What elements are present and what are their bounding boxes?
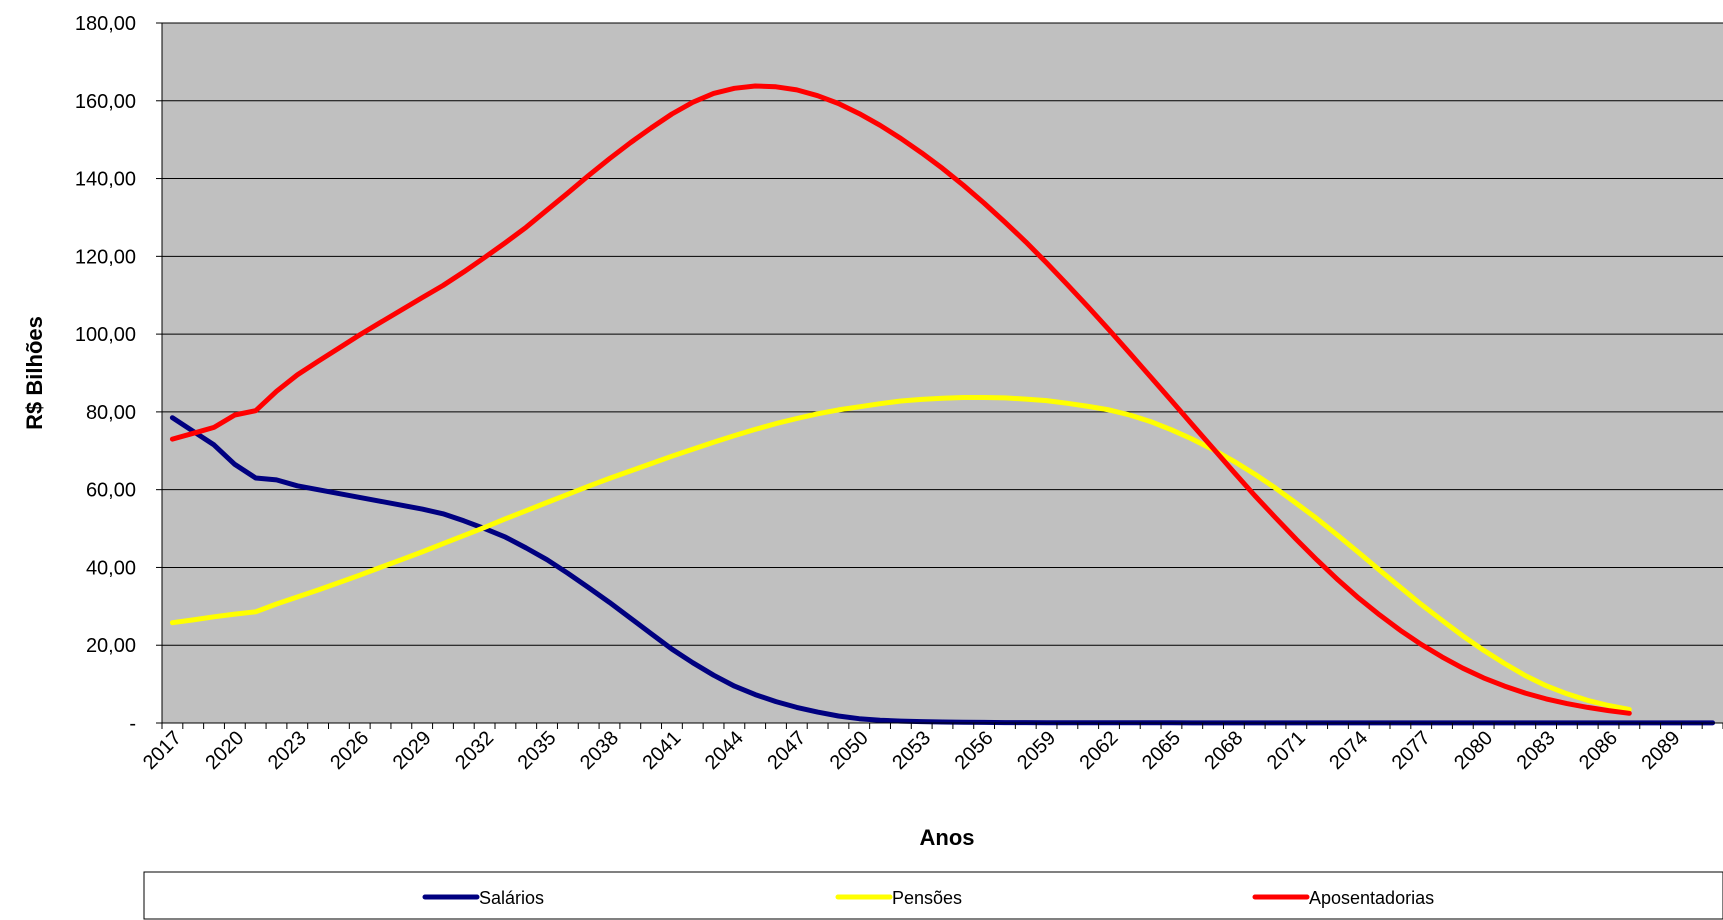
y-axis-title: R$ Bilhões <box>22 316 47 430</box>
x-tick-label: 2080 <box>1450 727 1497 774</box>
plot-area <box>162 23 1723 723</box>
y-tick-label: - <box>129 713 136 735</box>
x-tick-label: 2068 <box>1200 727 1247 774</box>
legend: Salários Pensões Aposentadorias <box>422 888 1434 908</box>
x-tick-label: 2023 <box>264 727 311 774</box>
series-line-2 <box>169 83 1632 716</box>
x-tick-label: 2035 <box>514 727 561 774</box>
y-tick-label: 160,00 <box>75 91 136 113</box>
x-tick-label: 2059 <box>1013 727 1060 774</box>
x-tick-label: 2044 <box>701 727 748 774</box>
x-tick-label: 2053 <box>888 727 935 774</box>
y-tick-label: 20,00 <box>86 635 136 657</box>
y-tick-label: 180,00 <box>75 13 136 35</box>
x-tick-label: 2047 <box>763 727 810 774</box>
x-tick-label: 2056 <box>951 727 998 774</box>
y-tick-label: 120,00 <box>75 246 136 268</box>
x-tick-label: 2086 <box>1575 727 1622 774</box>
x-tick-label: 2038 <box>576 727 623 774</box>
x-tick-label: 2032 <box>451 727 498 774</box>
x-tick-label: 2062 <box>1076 727 1123 774</box>
x-tick-label: 2074 <box>1325 727 1372 774</box>
y-tick-label: 100,00 <box>75 324 136 346</box>
y-axis-ticks: - 20,00 40,00 60,00 80,00 100,00 120,00 140,00 1… <box>75 13 162 735</box>
x-tick-label: 2089 <box>1637 727 1684 774</box>
legend-label-2: Aposentadorias <box>1309 888 1434 908</box>
x-tick-label: 2026 <box>326 727 373 774</box>
y-tick-label: 140,00 <box>75 169 136 191</box>
series-line-1 <box>169 395 1632 712</box>
legend-box <box>143 871 1723 920</box>
x-tick-label: 2050 <box>826 727 873 774</box>
grid-lines <box>162 22 1723 646</box>
y-tick-label: 60,00 <box>86 480 136 502</box>
x-tick-label: 2083 <box>1513 727 1560 774</box>
legend-label-1: Pensões <box>892 888 962 908</box>
x-axis-title: Anos <box>920 825 975 850</box>
x-tick-label: 2071 <box>1263 727 1310 774</box>
x-tick-label: 2077 <box>1388 727 1435 774</box>
x-tick-label: 2065 <box>1138 727 1185 774</box>
y-tick-label: 80,00 <box>86 402 136 424</box>
x-tick-label: 2029 <box>389 727 436 774</box>
legend-label-0: Salários <box>479 888 544 908</box>
x-tick-label: 2017 <box>139 727 186 774</box>
x-tick-label: 2020 <box>201 727 248 774</box>
y-tick-label: 40,00 <box>86 557 136 579</box>
x-tick-label: 2041 <box>638 727 685 774</box>
x-axis-ticks: 2017 2020 2023 2026 2029 2032 2035 2038 2041 2044… <box>139 723 1723 774</box>
